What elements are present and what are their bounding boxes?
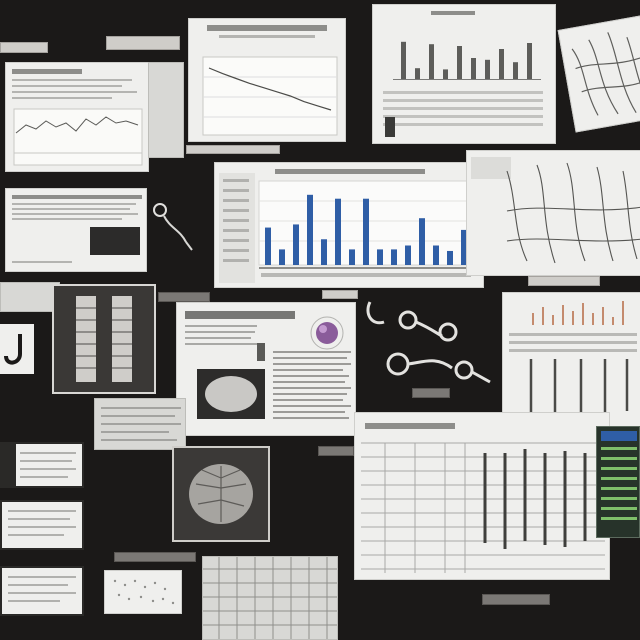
thumbnail-card [0,442,84,488]
label-tag [186,145,280,154]
label-tag [482,594,550,605]
bar [527,43,532,79]
decline-line-chart [202,25,338,136]
bar [279,249,285,265]
decline-line-chart-card [188,18,346,142]
label-tag [106,36,180,50]
thumbnail-card [0,500,84,550]
report-card [5,188,147,272]
dotted-note [113,579,175,605]
thumbnail-content [8,576,76,602]
bar [485,59,490,79]
thumbnail-content [2,444,76,486]
bar [461,229,467,265]
bar [429,44,434,79]
sketch-drawing [76,296,132,382]
hook-doodle [0,324,34,374]
document-line-chart [12,69,143,166]
bar [401,41,406,79]
bar [443,69,448,79]
bar [265,227,271,265]
bar [457,46,462,79]
label-tag [0,42,48,53]
bar [377,249,383,265]
range-chart [509,301,637,417]
memo-content [101,407,181,441]
label-tag [114,552,196,562]
specimen-document-card [176,302,356,436]
label-tag [318,446,354,456]
bar [433,245,439,265]
label-tag [528,276,600,286]
label-tag [322,290,358,299]
side-note-card [148,62,184,158]
thumbnail-content [8,510,76,536]
loop-doodle [366,301,491,384]
bar [363,198,369,265]
report-content [12,195,142,263]
bar [391,249,397,265]
bar [335,198,341,265]
grid-sheet [203,557,337,639]
bar [307,194,313,265]
top-bar-chart [383,11,543,137]
large-table [361,423,605,573]
branch-diagram-card [557,15,640,133]
specimen-document [185,311,351,419]
top-bar-chart-card [372,4,556,144]
stacked-note-card [0,282,60,312]
bar [471,58,476,79]
bar [321,239,327,265]
bar [499,49,504,79]
bar [415,68,420,79]
specimen-photo-card [172,446,270,542]
flow-chart [471,157,640,264]
document-line-chart-card [5,62,149,172]
branch-diagram [571,32,640,116]
heat-panel [601,431,637,520]
squiggle-doodle [153,203,193,251]
label-tag [158,292,210,302]
bar [419,218,425,265]
series-line [208,67,332,111]
dotted-note-card [104,570,182,614]
bar [349,249,355,265]
bar [405,245,411,265]
flow-chart-card [466,150,640,276]
label-tag [412,388,450,398]
thumbnail-card [0,566,84,616]
bar [447,250,453,265]
main-bar-chart [219,169,478,283]
sketch-card [52,284,156,394]
bar [293,224,299,265]
grid-sheet-card [202,556,338,640]
heat-panel-card [596,426,640,538]
main-bar-chart-card [214,162,484,288]
bar [513,62,518,79]
specimen-photo [189,464,253,524]
memo-card [94,398,186,450]
large-table-card [354,412,610,580]
